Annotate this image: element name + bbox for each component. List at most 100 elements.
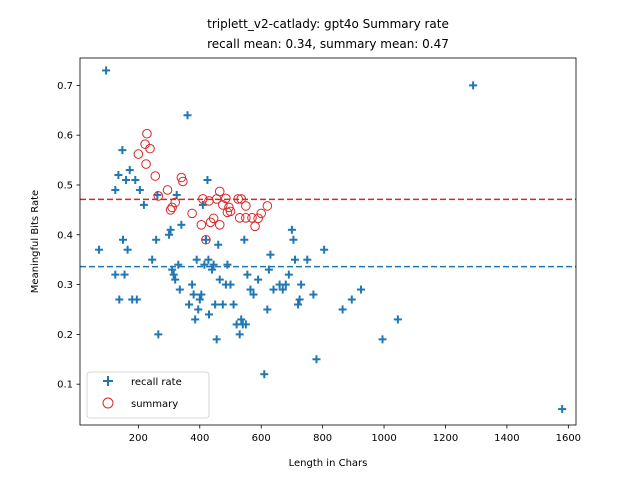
recall-point <box>294 300 303 309</box>
recall-point <box>246 285 255 294</box>
recall-point <box>171 275 180 284</box>
recall-point <box>281 280 290 289</box>
summary-point <box>141 159 151 169</box>
y-axis-label: Meaningful Bits Rate <box>30 190 41 293</box>
summary-point <box>165 205 176 215</box>
summary-point <box>176 172 187 183</box>
summary-point <box>224 202 234 213</box>
recall-point <box>240 235 249 244</box>
recall-point <box>132 295 141 304</box>
legend-label-recall: recall rate <box>131 377 182 388</box>
recall-point <box>192 255 201 264</box>
summary-point <box>250 221 260 232</box>
recall-point <box>289 235 298 244</box>
recall-point <box>139 200 148 209</box>
recall-point <box>266 250 275 259</box>
y-tick-label: 0.4 <box>57 230 73 241</box>
x-axis: 200 400 600 800 1000 1200 1400 1600 <box>129 425 581 444</box>
summary-point <box>187 208 197 219</box>
legend: recall rate summary <box>86 371 210 419</box>
recall-point <box>125 166 134 175</box>
x-tick-label: 1400 <box>494 433 519 444</box>
recall-point <box>208 265 217 274</box>
recall-point <box>200 260 209 269</box>
summary-point <box>201 234 211 245</box>
summary-point <box>221 193 231 204</box>
recall-point <box>177 220 186 229</box>
summary-point <box>205 217 216 228</box>
summary-point <box>253 213 263 224</box>
recall-point <box>189 290 198 299</box>
summary-point <box>211 194 222 204</box>
plot-area <box>80 66 576 414</box>
recall-point <box>131 176 140 185</box>
y-tick-label: 0.7 <box>57 81 73 92</box>
recall-point <box>111 270 120 279</box>
y-axis: 0.1 0.2 0.3 0.4 0.5 0.6 0.7 <box>57 81 80 391</box>
summary-point <box>196 220 207 230</box>
recall-point <box>174 260 183 269</box>
y-tick-label: 0.2 <box>57 330 73 341</box>
summary-point <box>222 207 233 218</box>
summary-point <box>247 213 257 223</box>
recall-point <box>183 111 192 120</box>
recall-point <box>295 295 304 304</box>
recall-point <box>393 315 402 324</box>
recall-point <box>303 255 312 264</box>
x-axis-label: Length in Chars <box>289 458 368 469</box>
recall-point <box>102 66 111 75</box>
legend-label-summary: summary <box>131 399 178 410</box>
x-tick-label: 1200 <box>433 433 458 444</box>
recall-point <box>297 280 306 289</box>
chart-title: triplett_v2-catlady: gpt4o Summary rate <box>207 17 449 31</box>
recall-point <box>165 230 174 239</box>
recall-point <box>169 270 178 279</box>
summary-point <box>140 139 150 149</box>
recall-point <box>194 305 203 314</box>
recall-point <box>152 235 161 244</box>
recall-point <box>469 81 478 90</box>
y-tick-label: 0.5 <box>57 180 73 191</box>
recall-point <box>320 245 329 254</box>
summary-point <box>241 213 251 223</box>
y-tick-label: 0.6 <box>57 131 73 142</box>
recall-point <box>237 315 246 324</box>
recall-point <box>118 146 127 155</box>
summary-point <box>241 201 251 211</box>
recall-point <box>118 235 127 244</box>
recall-point <box>235 330 244 339</box>
recall-point <box>175 285 184 294</box>
recall-point <box>204 255 213 264</box>
recall-point <box>135 185 144 194</box>
x-tick-label: 1000 <box>371 433 396 444</box>
recall-point <box>229 300 238 309</box>
y-tick-label: 0.3 <box>57 280 73 291</box>
recall-point <box>558 405 567 414</box>
summary-point <box>142 128 152 139</box>
recall-point <box>198 200 207 209</box>
legend-marker-recall-plus-icon <box>103 376 113 386</box>
x-tick-label: 200 <box>129 433 148 444</box>
y-tick-label: 0.1 <box>57 380 73 391</box>
summary-point <box>233 194 243 204</box>
recall-point <box>278 285 287 294</box>
plot-frame <box>79 57 577 426</box>
recall-point <box>338 305 347 314</box>
summary-point <box>170 197 181 208</box>
summary-point <box>167 202 177 213</box>
summary-point <box>150 171 161 181</box>
recall-point <box>123 245 132 254</box>
summary-point <box>204 196 214 206</box>
recall-point <box>290 255 299 264</box>
summary-point <box>236 194 247 204</box>
recall-point <box>287 225 296 234</box>
recall-point <box>197 290 206 299</box>
recall-point <box>168 265 177 274</box>
recall-point <box>254 275 263 284</box>
summary-point <box>214 220 225 230</box>
summary-point <box>178 176 188 187</box>
summary-point <box>145 143 155 154</box>
recall-point <box>204 310 213 319</box>
recall-point <box>211 300 220 309</box>
x-tick-label: 800 <box>313 433 332 444</box>
